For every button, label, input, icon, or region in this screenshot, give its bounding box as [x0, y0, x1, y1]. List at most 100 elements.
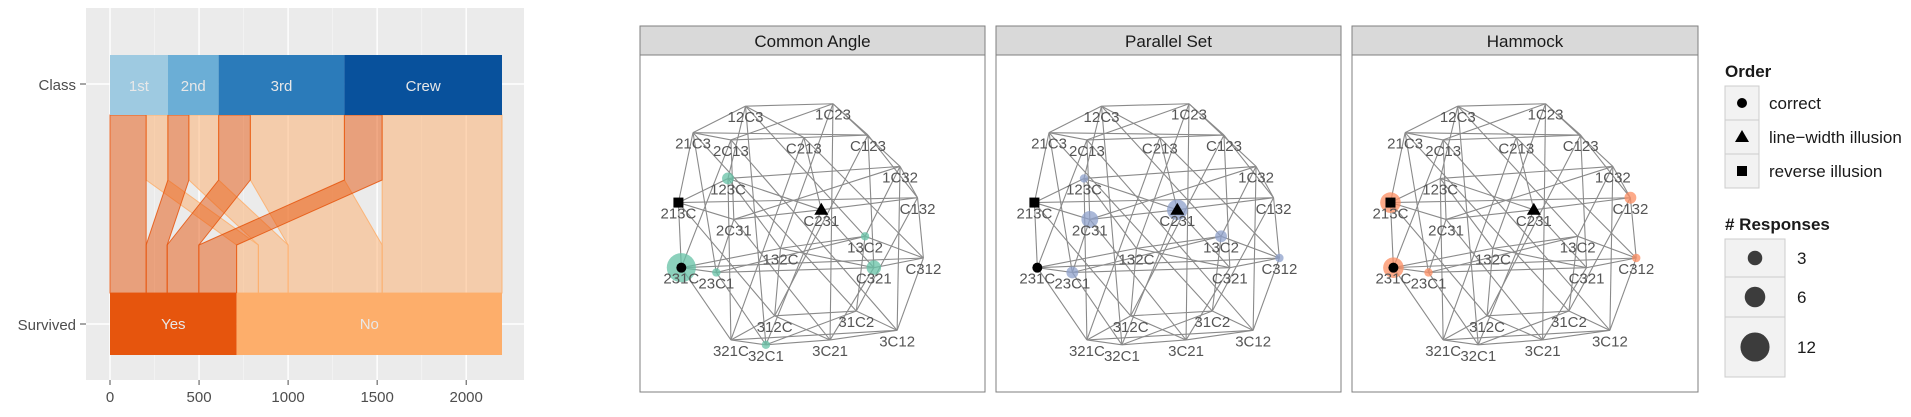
axis-label-survived: Survived: [18, 317, 76, 334]
edge: [745, 103, 833, 107]
edge: [1048, 132, 1088, 141]
response-bubble: [1079, 174, 1089, 183]
edge: [1185, 329, 1254, 341]
edge: [1229, 257, 1280, 269]
node-label: 32C1: [1104, 348, 1140, 365]
edge: [730, 136, 804, 141]
edge: [1492, 247, 1587, 269]
node-label: 312C: [1113, 319, 1149, 336]
node-label: 231C: [663, 271, 699, 288]
node-label: 3C21: [1525, 343, 1561, 360]
node-label: 32C1: [748, 348, 784, 365]
edge: [1033, 202, 1038, 268]
edge: [715, 272, 767, 346]
response-bubble: [1624, 191, 1637, 204]
node-label: C123: [1206, 138, 1242, 155]
edge: [774, 310, 857, 317]
node-label: 3C12: [1592, 333, 1628, 350]
node-label: 2C31: [1428, 222, 1464, 239]
node-label: C321: [1212, 271, 1248, 288]
edge: [1072, 235, 1222, 274]
class-bar-label: 3rd: [271, 78, 293, 95]
edge: [744, 106, 767, 345]
edge: [774, 315, 831, 341]
edge: [1100, 106, 1123, 345]
legend-square-icon: [1737, 166, 1747, 176]
x-tick-label: 2000: [450, 389, 483, 406]
edge: [1071, 272, 1123, 346]
edge: [1404, 105, 1459, 134]
node-label: 12C3: [1084, 109, 1120, 126]
legend-label: correct: [1769, 94, 1821, 113]
edge: [1089, 219, 1187, 341]
edge: [1392, 139, 1444, 268]
node-label: 1C23: [815, 107, 851, 124]
edge: [1609, 257, 1637, 331]
edge: [727, 165, 901, 180]
edge: [1516, 134, 1581, 139]
edge: [1211, 197, 1275, 312]
edge: [681, 247, 781, 269]
x-tick-label: 500: [187, 389, 212, 406]
node-label: C213: [786, 140, 822, 157]
node-label: C321: [1569, 271, 1605, 288]
marker-reverse-illusion: [1385, 197, 1396, 208]
edge: [1393, 257, 1637, 269]
edge: [680, 139, 732, 268]
node-label: 132C: [763, 251, 799, 268]
edge: [1440, 165, 1613, 180]
edge: [678, 202, 734, 220]
node-label: 231C: [1019, 271, 1055, 288]
edge: [1159, 134, 1225, 139]
node-label: 21C3: [675, 136, 711, 153]
edge: [1629, 197, 1637, 259]
edge: [1442, 315, 1488, 341]
x-tick-label: 0: [106, 389, 114, 406]
marker-correct: [1388, 262, 1399, 273]
node-label: C213: [1142, 140, 1178, 157]
edge: [1083, 177, 1178, 211]
edge: [1220, 166, 1257, 237]
node-label: C132: [1612, 201, 1648, 218]
marker-line-width-illusion: [1170, 202, 1185, 215]
edge: [1439, 178, 1444, 340]
edge: [730, 137, 805, 341]
legend-size-circle: [1740, 332, 1770, 362]
node-label: 3C21: [812, 343, 848, 360]
edge: [692, 132, 868, 136]
facet-strip: [639, 25, 986, 56]
edge: [1136, 247, 1230, 269]
edge: [1442, 137, 1517, 341]
legend-size-circle: [1744, 286, 1766, 308]
node-label: C231: [1516, 213, 1552, 230]
edge: [1577, 235, 1637, 259]
node-label: 3C12: [1235, 333, 1271, 350]
edge: [1404, 132, 1570, 312]
survived-bar: [110, 293, 237, 355]
edge: [1048, 105, 1102, 134]
class-bar: [344, 55, 502, 115]
edge: [1220, 235, 1280, 259]
node-label: 1C32: [1595, 169, 1631, 186]
edge: [1478, 339, 1543, 346]
edge: [681, 257, 924, 269]
edge: [899, 166, 919, 199]
edge: [1427, 219, 1447, 273]
response-bubble: [1632, 253, 1641, 263]
edge: [716, 235, 866, 274]
node-label: 321C: [713, 343, 749, 360]
edge: [1086, 136, 1160, 141]
edge: [1101, 105, 1161, 138]
node-label: 3C21: [1168, 343, 1204, 360]
node-label: C132: [1256, 201, 1292, 218]
edge: [867, 135, 875, 268]
node-label: 1C23: [1171, 107, 1207, 124]
legend-label: line−width illusion: [1769, 128, 1902, 147]
response-bubble: [860, 232, 870, 241]
marker-correct: [1032, 262, 1043, 273]
edge: [677, 132, 694, 203]
response-bubble: [722, 172, 734, 185]
node-label: 13C2: [847, 239, 883, 256]
edge: [1389, 132, 1406, 203]
